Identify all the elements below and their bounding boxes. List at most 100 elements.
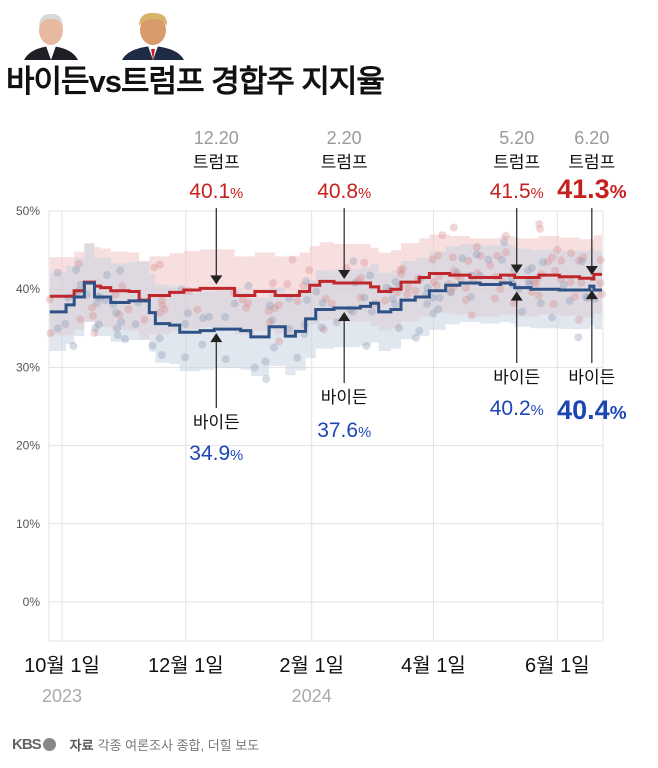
poll-dot — [518, 307, 527, 316]
y-tick-label: 50% — [16, 204, 40, 218]
poll-dot — [238, 295, 247, 304]
poll-dot — [181, 319, 190, 328]
x-tick-label: 12월 1일 — [148, 654, 224, 677]
poll-dot — [548, 313, 557, 322]
poll-dot — [111, 290, 120, 299]
poll-dot — [193, 305, 202, 314]
x-tick-label: 10월 1일 — [24, 654, 100, 677]
poll-dot — [432, 281, 441, 290]
poll-dot — [472, 243, 481, 252]
poll-dot — [360, 293, 369, 302]
annotation-biden: 바이든 40.2% — [490, 291, 544, 420]
annotation-biden: 바이든 34.9% — [189, 333, 243, 465]
footer: KBS 자료 각종 여론조사 종합, 더힐 보도 — [12, 735, 259, 754]
poll-dot — [577, 257, 586, 266]
poll-dot — [91, 324, 100, 333]
annotation-value: 40.1% — [189, 180, 243, 203]
poll-dot — [365, 271, 374, 280]
poll-dot — [575, 256, 584, 265]
poll-dot — [411, 286, 420, 295]
value-number: 40.4 — [557, 395, 610, 425]
annotation-value: 40.4% — [557, 395, 627, 425]
poll-dot — [473, 268, 482, 277]
biden-portrait-icon — [24, 13, 78, 60]
poll-dot — [391, 277, 400, 286]
x-year-label: 2023 — [42, 686, 82, 706]
annotation-trump: 2.20 트럼프 40.8% — [317, 128, 371, 279]
poll-dot — [299, 281, 308, 290]
kbs-logo-icon — [42, 738, 56, 751]
poll-dot — [319, 325, 328, 334]
poll-dot — [596, 255, 605, 264]
annotation-label: 트럼프 — [321, 153, 368, 172]
poll-dot — [565, 296, 574, 305]
kbs-logo-text: KBS — [12, 736, 42, 753]
poll-dot — [302, 295, 311, 304]
annotation-value: 37.6% — [317, 419, 371, 442]
poll-dot — [262, 375, 271, 384]
poll-dot — [597, 290, 606, 299]
annotation-value: 40.2% — [490, 397, 544, 420]
poll-dot — [534, 291, 543, 300]
poll-dot — [449, 223, 458, 232]
percent-sign: % — [230, 186, 243, 202]
poll-dot — [349, 257, 358, 266]
annotation-value: 41.5% — [490, 180, 544, 203]
poll-dot — [434, 305, 443, 314]
poll-dot — [462, 283, 471, 292]
poll-dot — [88, 311, 97, 320]
poll-dot — [140, 315, 149, 324]
poll-dot — [327, 299, 336, 308]
poll-dot — [155, 334, 164, 343]
x-tick-label: 6월 1일 — [525, 654, 590, 677]
x-year-label: 2024 — [292, 686, 332, 706]
page-title: 바이든vs트럼프 경합주 지지율 — [6, 64, 385, 99]
annotation-label: 바이든 — [493, 368, 540, 387]
poll-dot — [72, 266, 81, 275]
poll-dot — [498, 255, 507, 264]
poll-dot — [484, 255, 493, 264]
confidence-bands — [49, 234, 602, 377]
source-note: 자료 각종 여론조사 종합, 더힐 보도 — [70, 735, 260, 754]
percent-sign: % — [610, 403, 627, 424]
percent-sign: % — [358, 425, 371, 441]
poll-dot — [181, 353, 190, 362]
poll-dot — [230, 299, 239, 308]
poll-dot — [302, 277, 311, 286]
annotation-label: 트럼프 — [568, 153, 615, 172]
annotation-label: 바이든 — [568, 368, 615, 387]
poll-dot — [553, 245, 562, 254]
percent-sign: % — [230, 448, 243, 464]
poll-dot — [305, 266, 314, 275]
arrow-down-icon — [585, 266, 598, 276]
poll-dot — [250, 363, 259, 372]
poll-dot — [74, 260, 83, 269]
kbs-logo: KBS — [12, 736, 56, 753]
poll-dot — [92, 299, 101, 308]
poll-dot — [120, 335, 129, 344]
value-number: 40.8 — [317, 180, 358, 203]
poll-dot — [532, 279, 541, 288]
trump-portrait-icon — [122, 12, 184, 60]
poll-dot — [356, 293, 365, 302]
axes: 0% 10% 20% 30% 40% 50% 10월 1일 2023 12월 1일 2월 1일 20… — [16, 204, 590, 706]
value-number: 41.5 — [490, 180, 531, 203]
poll-dot — [530, 277, 539, 286]
annotation-date: 2.20 — [327, 128, 362, 148]
biden-photo — [20, 8, 82, 65]
poll-dot — [53, 324, 62, 333]
poll-dot — [579, 253, 588, 262]
poll-dot — [264, 306, 273, 315]
poll-dot — [435, 293, 444, 302]
poll-dot — [509, 299, 518, 308]
poll-dot — [398, 264, 407, 273]
percent-sign: % — [531, 186, 544, 202]
poll-dot — [293, 297, 302, 306]
poll-dot — [388, 294, 397, 303]
value-number: 40.1 — [189, 180, 230, 203]
poll-dot — [551, 266, 560, 275]
poll-dot — [69, 341, 78, 350]
poll-dot — [221, 312, 230, 321]
arrow-up-icon — [585, 290, 598, 300]
